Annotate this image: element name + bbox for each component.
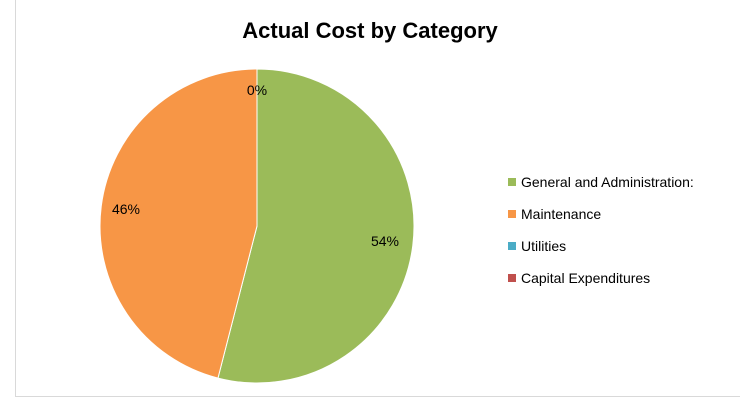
pie-slice-maintenance xyxy=(99,68,258,379)
legend-item-general: General and Administration: xyxy=(508,172,694,192)
data-label-maintenance: 46% xyxy=(112,201,140,217)
chart-legend: General and Administration: Maintenance … xyxy=(508,172,694,300)
data-label-general-and-administration: 54% xyxy=(371,233,399,249)
chart-title: Actual Cost by Category xyxy=(242,18,498,43)
legend-item-maintenance: Maintenance xyxy=(508,204,694,224)
data-label-utilities: 0% xyxy=(247,82,267,98)
legend-item-capital-expenditures: Capital Expenditures xyxy=(508,268,694,288)
legend-label: Capital Expenditures xyxy=(521,270,651,286)
chart-frame-left xyxy=(15,0,16,397)
legend-label: Utilities xyxy=(521,238,567,254)
legend-label: General and Administration: xyxy=(521,174,694,190)
legend-item-utilities: Utilities xyxy=(508,236,694,256)
legend-label: Maintenance xyxy=(521,206,602,222)
legend-swatch xyxy=(508,242,516,250)
legend-swatch xyxy=(508,274,516,282)
legend-swatch xyxy=(508,178,516,186)
pie-slice-general-and-administration xyxy=(217,68,415,384)
legend-swatch xyxy=(508,210,516,218)
